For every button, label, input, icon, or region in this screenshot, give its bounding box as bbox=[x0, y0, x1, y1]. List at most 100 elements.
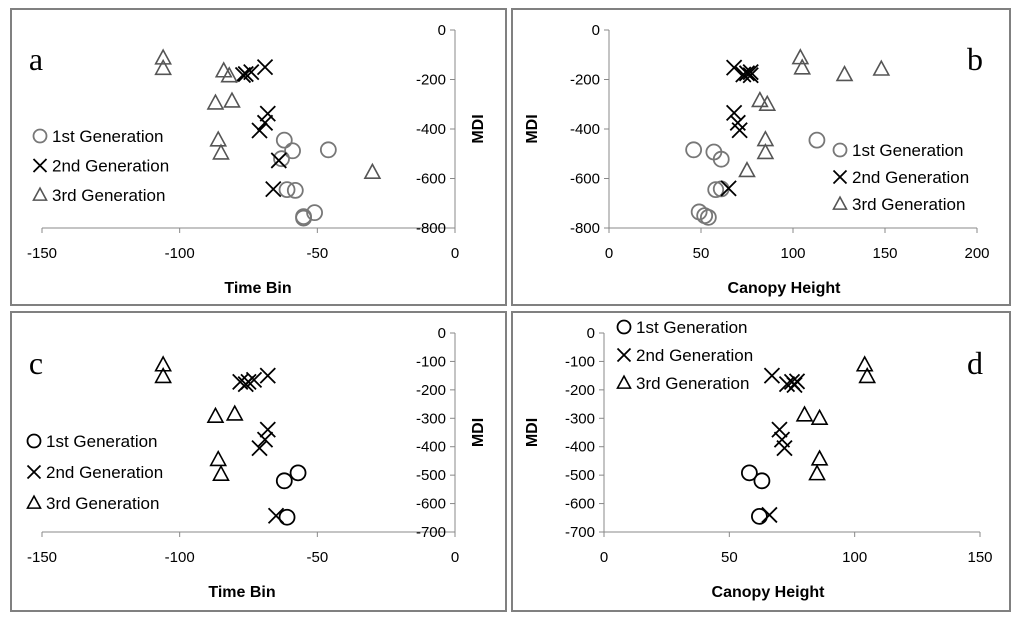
panel-d-point-x bbox=[786, 376, 803, 394]
panel-c-point-triangle bbox=[212, 464, 230, 481]
panel-d-y-axis-title: MDI bbox=[524, 418, 541, 447]
panel-a-point-circle bbox=[275, 131, 293, 149]
panel-b-point-circle bbox=[699, 208, 717, 226]
panel-a-point-triangle bbox=[363, 162, 382, 180]
panel-a-x-tick-label: -100 bbox=[165, 245, 195, 262]
panel-d-x-tick-label: 0 bbox=[600, 549, 608, 566]
panel-d-y-tick-label: -300 bbox=[565, 410, 595, 427]
panel-a-point-triangle bbox=[206, 93, 225, 110]
panel-c-x-tick-label: -50 bbox=[306, 549, 328, 566]
panel-a-point-x bbox=[270, 152, 287, 169]
panel-a-x-tick-label: -50 bbox=[306, 245, 328, 262]
panel-b-point-circle bbox=[707, 181, 725, 199]
panel-d bbox=[511, 311, 1011, 612]
panel-d-y-tick-label: -200 bbox=[565, 382, 595, 399]
panel-b-point-triangle bbox=[872, 59, 891, 76]
panel-b-point-circle bbox=[685, 141, 703, 159]
panel-b-legend-marker-x bbox=[832, 169, 848, 185]
panel-b-x-tick-label: 50 bbox=[693, 245, 710, 262]
panel-c-y-tick-label: -500 bbox=[416, 467, 446, 484]
panel-b-letter: b bbox=[967, 41, 983, 77]
panel-c-point-x bbox=[245, 371, 263, 389]
panel-a-x-tick-label: 0 bbox=[451, 245, 459, 262]
panel-a-point-triangle bbox=[209, 130, 228, 147]
panel-d-point-triangle bbox=[855, 355, 874, 372]
panel-c-point-triangle bbox=[225, 404, 244, 421]
panel-a-y-tick-label: -600 bbox=[416, 171, 446, 188]
panel-b-point-triangle bbox=[835, 65, 854, 82]
panel-b-legend-marker-circle bbox=[832, 142, 848, 158]
panel-c-point-x bbox=[259, 367, 276, 384]
panel-d-legend-label: 1st Generation bbox=[636, 318, 748, 337]
panel-d-point-circle bbox=[753, 472, 771, 490]
panel-a-y-tick-label: -800 bbox=[416, 220, 446, 237]
panel-a-point-circle bbox=[273, 150, 290, 168]
panel-b-x-tick-label: 150 bbox=[872, 245, 897, 262]
panel-d-point-triangle bbox=[808, 464, 826, 481]
panel-a-legend-label: 2nd Generation bbox=[52, 157, 169, 176]
panel-c-x-tick-label: -100 bbox=[165, 549, 195, 566]
panel-c-x-tick-label: 0 bbox=[451, 549, 459, 566]
panel-c-y-tick-label: 0 bbox=[438, 325, 446, 342]
panel-c-point-x bbox=[232, 373, 249, 391]
panel-b-legend-label: 1st Generation bbox=[852, 141, 964, 160]
panel-c-y-tick-label: -300 bbox=[416, 410, 446, 427]
panel-d-point-x bbox=[771, 421, 788, 438]
panel-d-point-triangle bbox=[810, 449, 829, 466]
panel-d-legend-marker-x bbox=[616, 347, 632, 363]
panel-b-point-x bbox=[731, 122, 748, 139]
panel-b-point-triangle bbox=[791, 48, 810, 65]
panel-a-point-x bbox=[259, 105, 276, 122]
panel-c-point-triangle bbox=[206, 406, 225, 424]
panel-c-point-triangle bbox=[154, 355, 172, 372]
panel-b-x-axis-title: Canopy Height bbox=[728, 280, 842, 297]
panel-c-y-tick-label: -700 bbox=[416, 524, 446, 541]
panel-a-point-circle bbox=[295, 209, 312, 227]
panel-c-legend-marker-triangle bbox=[26, 494, 42, 509]
panel-a-legend-label: 1st Generation bbox=[52, 127, 164, 146]
panel-a-letter: a bbox=[29, 41, 43, 77]
panel-a-point-triangle bbox=[154, 58, 172, 76]
panel-d-y-tick-label: -400 bbox=[565, 439, 595, 456]
panel-a-x-tick-label: -150 bbox=[27, 245, 57, 262]
panel-d-point-x bbox=[778, 376, 796, 393]
panel-a-y-tick-label: -200 bbox=[416, 72, 446, 89]
panel-b-y-tick-label: -800 bbox=[570, 220, 600, 237]
panel-c-point-x bbox=[237, 376, 254, 393]
panel-a-point-circle bbox=[284, 142, 301, 160]
panel-b-point-circle bbox=[808, 131, 826, 149]
panel-b-x-tick-label: 200 bbox=[964, 245, 989, 262]
panel-a-point-triangle bbox=[220, 66, 239, 83]
panel-b-legend-label: 3rd Generation bbox=[852, 195, 965, 214]
panel-b-y-tick-label: 0 bbox=[592, 22, 600, 39]
panel-a-legend-marker-circle bbox=[32, 128, 48, 144]
panel-c-point-x bbox=[267, 507, 285, 524]
panel-a-point-circle bbox=[319, 141, 337, 159]
panel-c-point-circle bbox=[278, 508, 296, 526]
panel-a bbox=[10, 8, 507, 306]
panel-b-point-triangle bbox=[738, 161, 756, 178]
panel-b-point-triangle bbox=[758, 94, 777, 111]
panel-c-y-axis-title: MDI bbox=[470, 418, 487, 447]
panel-d-y-tick-label: -100 bbox=[565, 353, 595, 370]
panel-d-y-tick-label: -700 bbox=[565, 524, 595, 541]
panel-a-point-x bbox=[237, 65, 254, 83]
panel-c-point-triangle bbox=[209, 449, 228, 467]
panel-d-point-x bbox=[761, 506, 778, 524]
panel-d-point-circle bbox=[740, 464, 758, 482]
panel-a-point-x bbox=[256, 58, 274, 76]
panel-d-point-x bbox=[776, 439, 793, 457]
panel-b-legend-label: 2nd Generation bbox=[852, 168, 969, 187]
panel-c-point-circle bbox=[289, 464, 307, 482]
panel-d-y-tick-label: -500 bbox=[565, 467, 595, 484]
panel-a-point-triangle bbox=[223, 91, 241, 108]
panel-d-point-triangle bbox=[795, 405, 814, 422]
panel-d-legend-marker-circle bbox=[616, 319, 632, 335]
panel-c-point-x bbox=[251, 439, 268, 457]
panel-a-y-axis-title: MDI bbox=[470, 114, 487, 143]
panel-c-x-axis-title: Time Bin bbox=[208, 584, 275, 601]
panel-a-point-triangle bbox=[212, 143, 230, 160]
panel-a-x-axis-title: Time Bin bbox=[224, 280, 291, 297]
panel-a-point-x bbox=[265, 181, 282, 198]
